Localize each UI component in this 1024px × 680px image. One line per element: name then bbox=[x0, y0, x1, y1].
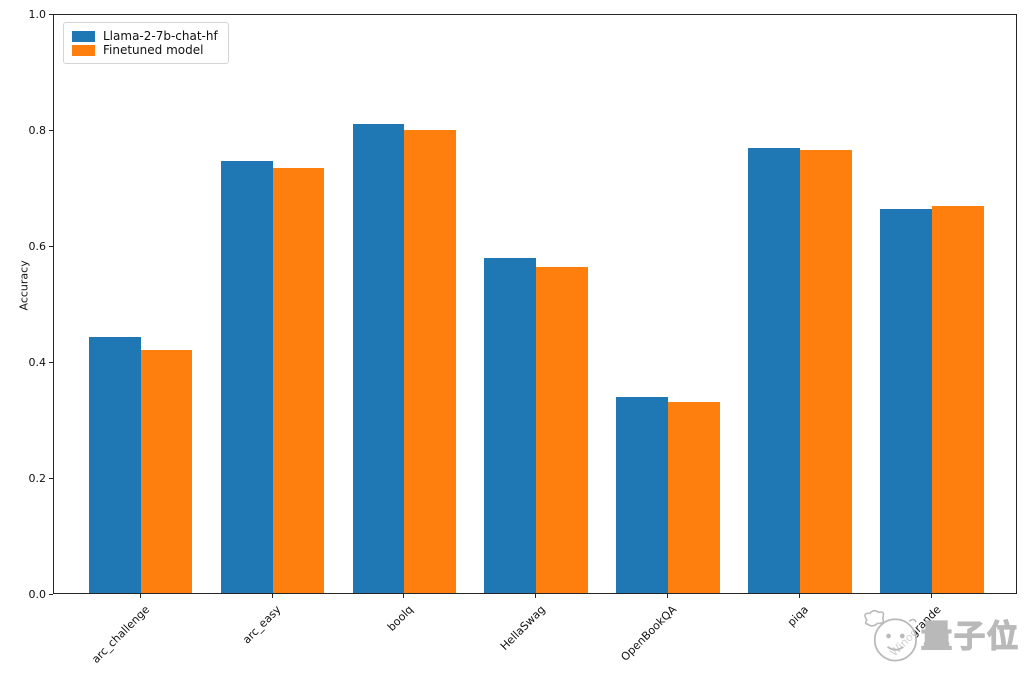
bar-boolq-finetuned bbox=[404, 130, 457, 593]
bar-arc_challenge-finetuned bbox=[140, 350, 193, 593]
x-tick-label-HellaSwag: HellaSwag bbox=[497, 603, 548, 653]
bar-OpenBookQA-finetuned bbox=[668, 401, 720, 593]
y-tick-label: 0.4 bbox=[28, 355, 47, 369]
bar-arc_easy-finetuned bbox=[272, 167, 325, 593]
bar-boolq-baseline bbox=[352, 124, 405, 593]
y-tick-mark bbox=[49, 246, 53, 247]
legend-item-1: Finetuned model bbox=[72, 43, 218, 57]
x-tick-mark bbox=[535, 594, 537, 598]
legend-label: Llama-2-7b-chat-hf bbox=[103, 29, 218, 43]
legend-label: Finetuned model bbox=[103, 43, 204, 57]
bar-Winogrande-baseline bbox=[880, 209, 932, 593]
x-tick-label-arc_challenge: arc_challenge bbox=[88, 603, 152, 666]
legend-item-0: Llama-2-7b-chat-hf bbox=[72, 29, 218, 43]
y-tick-label: 0.0 bbox=[28, 587, 47, 601]
watermark-text: 量子位 bbox=[920, 618, 1020, 655]
x-tick-mark bbox=[667, 594, 669, 598]
qbitai-mascot-icon bbox=[864, 609, 917, 662]
x-tick-mark bbox=[271, 594, 273, 598]
x-tick-mark bbox=[139, 594, 141, 598]
bar-arc_challenge-baseline bbox=[88, 337, 141, 593]
y-tick-mark bbox=[49, 130, 53, 131]
bar-piqa-baseline bbox=[748, 148, 800, 593]
y-tick-label: 0.8 bbox=[28, 123, 47, 137]
y-tick-mark bbox=[49, 478, 53, 479]
x-tick-mark bbox=[799, 594, 800, 598]
x-tick-mark bbox=[930, 594, 932, 598]
y-tick-mark bbox=[49, 14, 53, 15]
x-tick-label-arc_easy: arc_easy bbox=[240, 603, 284, 647]
bar-piqa-finetuned bbox=[800, 149, 852, 593]
y-tick-mark bbox=[49, 362, 53, 363]
bar-Winogrande-finetuned bbox=[931, 205, 984, 593]
bar-arc_easy-baseline bbox=[220, 160, 273, 593]
legend-swatch-icon bbox=[72, 44, 95, 56]
y-tick-mark bbox=[49, 594, 53, 595]
legend-items: Llama-2-7b-chat-hf Finetuned model bbox=[72, 29, 218, 57]
bar-HellaSwag-finetuned bbox=[536, 266, 589, 593]
x-tick-label-OpenBookQA: OpenBookQA bbox=[618, 603, 680, 664]
legend-swatch-icon bbox=[72, 30, 95, 42]
legend: Llama-2-7b-chat-hf Finetuned model bbox=[63, 22, 229, 64]
y-axis-label: Accuracy bbox=[17, 260, 31, 311]
y-tick-label: 0.6 bbox=[28, 239, 47, 253]
plot-area: Llama-2-7b-chat-hf Finetuned model bbox=[53, 14, 1017, 594]
bar-OpenBookQA-baseline bbox=[616, 397, 669, 593]
y-tick-label: 1.0 bbox=[28, 7, 47, 21]
x-tick-mark bbox=[403, 594, 405, 598]
watermark: 量子位 bbox=[860, 604, 1020, 670]
x-tick-label-piqa: piqa bbox=[785, 603, 812, 629]
x-tick-label-boolq: boolq bbox=[384, 603, 416, 634]
bar-HellaSwag-baseline bbox=[484, 257, 537, 593]
y-tick-label: 0.2 bbox=[28, 471, 47, 485]
